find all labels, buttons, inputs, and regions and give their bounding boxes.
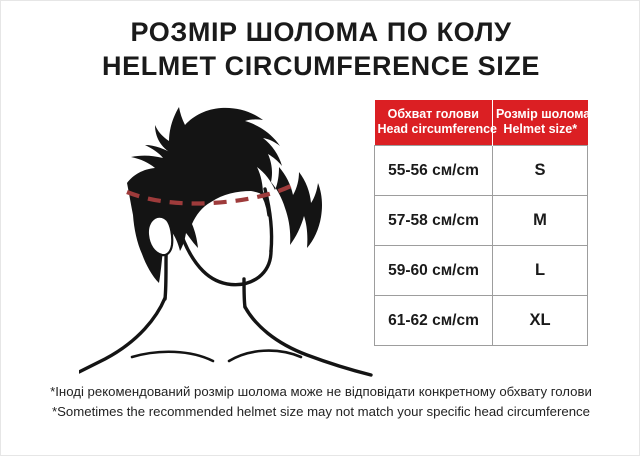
cell-head-circumference: 61-62 см/cm: [374, 295, 493, 346]
column-header-head-circumference-en: Head circumference: [377, 122, 498, 136]
hair-silhouette: [127, 107, 322, 283]
neck-outline: [163, 230, 247, 309]
page-title: РОЗМІР ШОЛОМА ПО КОЛУ HELMET CIRCUMFEREN…: [1, 15, 639, 83]
head-measurement-illustration: [79, 93, 379, 383]
shoulders-outline: [79, 296, 373, 377]
footnote-en: *Sometimes the recommended helmet size m…: [52, 404, 590, 419]
table-header-row: Обхват голови Head circumference Розмір …: [374, 100, 591, 146]
column-header-head-circumference-ua: Обхват голови: [387, 107, 479, 121]
table-row: 61-62 см/cm XL: [374, 295, 588, 346]
cell-head-circumference: 57-58 см/cm: [374, 195, 493, 246]
ear-shape: [146, 215, 174, 257]
column-header-helmet-size-en: Helmet size*: [503, 122, 578, 136]
column-header-helmet-size: Розмір шолома Helmet size*: [492, 100, 591, 146]
page-title-line-ua: РОЗМІР ШОЛОМА ПО КОЛУ: [130, 17, 512, 47]
collarbone-lines: [130, 349, 303, 363]
footnotes: *Іноді рекомендований розмір шолома може…: [1, 382, 639, 422]
cell-helmet-size: M: [492, 195, 588, 246]
cell-helmet-size: S: [492, 145, 588, 196]
helmet-size-table: Обхват голови Head circumference Розмір …: [374, 100, 591, 346]
table-row: 55-56 см/cm S: [374, 145, 588, 196]
cell-head-circumference: 59-60 см/cm: [374, 245, 493, 296]
footnote-ua: *Іноді рекомендований розмір шолома може…: [50, 384, 592, 399]
column-header-helmet-size-ua: Розмір шолома: [496, 107, 591, 121]
head-circumference-dashed-line: [126, 183, 294, 206]
page-title-line-en: HELMET CIRCUMFERENCE SIZE: [101, 51, 540, 81]
cell-helmet-size: L: [492, 245, 588, 296]
table-row: 59-60 см/cm L: [374, 245, 588, 296]
cell-head-circumference: 55-56 см/cm: [374, 145, 493, 196]
cell-helmet-size: XL: [492, 295, 588, 346]
column-header-head-circumference: Обхват голови Head circumference: [374, 100, 498, 146]
table-row: 57-58 см/cm M: [374, 195, 588, 246]
